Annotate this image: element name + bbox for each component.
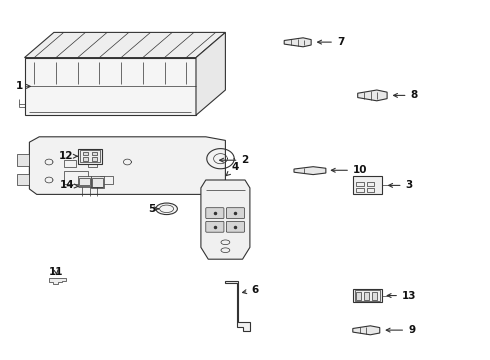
Bar xyxy=(100,176,113,184)
Text: 3: 3 xyxy=(389,180,413,190)
Bar xyxy=(372,292,377,300)
Bar xyxy=(92,157,97,161)
Polygon shape xyxy=(358,90,387,101)
Text: 8: 8 xyxy=(393,90,417,100)
Text: 10: 10 xyxy=(331,165,368,175)
Bar xyxy=(367,182,374,186)
Polygon shape xyxy=(196,32,225,115)
Bar xyxy=(64,160,76,167)
FancyBboxPatch shape xyxy=(226,221,245,232)
Polygon shape xyxy=(284,38,311,47)
FancyBboxPatch shape xyxy=(226,208,245,219)
Bar xyxy=(92,152,97,155)
Bar xyxy=(78,176,91,186)
Text: 13: 13 xyxy=(387,291,416,301)
Bar xyxy=(92,178,103,187)
Bar xyxy=(79,178,90,185)
Text: 9: 9 xyxy=(386,325,415,335)
Text: 12: 12 xyxy=(59,151,77,161)
Bar xyxy=(88,161,97,167)
Polygon shape xyxy=(49,278,66,284)
Text: 14: 14 xyxy=(60,180,78,190)
Bar xyxy=(353,289,382,302)
Bar xyxy=(64,171,88,184)
Bar xyxy=(91,176,104,188)
Text: 6: 6 xyxy=(243,285,258,295)
Bar xyxy=(367,188,374,192)
Bar xyxy=(356,188,364,192)
Bar xyxy=(80,150,100,162)
Text: 4: 4 xyxy=(226,162,239,176)
Text: 2: 2 xyxy=(220,155,248,165)
Text: 7: 7 xyxy=(318,37,344,47)
Polygon shape xyxy=(225,281,250,331)
Bar xyxy=(353,176,382,194)
Polygon shape xyxy=(294,167,326,175)
FancyBboxPatch shape xyxy=(206,208,224,219)
Polygon shape xyxy=(201,180,250,259)
Text: 11: 11 xyxy=(49,267,64,277)
Polygon shape xyxy=(29,137,225,194)
Polygon shape xyxy=(17,174,29,185)
Text: 5: 5 xyxy=(148,204,158,214)
Bar xyxy=(83,157,88,161)
Polygon shape xyxy=(24,32,225,58)
Text: 1: 1 xyxy=(16,81,30,91)
Ellipse shape xyxy=(156,203,177,215)
Polygon shape xyxy=(24,58,196,115)
Bar xyxy=(364,292,369,300)
Bar xyxy=(355,290,380,301)
FancyBboxPatch shape xyxy=(206,221,224,232)
Bar xyxy=(78,149,102,164)
Bar xyxy=(83,152,88,155)
Polygon shape xyxy=(17,154,29,166)
Bar xyxy=(356,292,361,300)
Polygon shape xyxy=(353,326,380,335)
Bar xyxy=(356,182,364,186)
